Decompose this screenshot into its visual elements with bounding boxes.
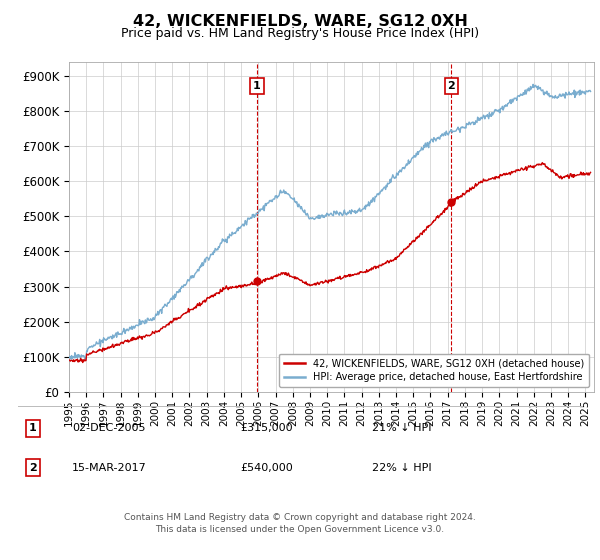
Text: 02-DEC-2005: 02-DEC-2005 [72, 423, 146, 433]
Text: Price paid vs. HM Land Registry's House Price Index (HPI): Price paid vs. HM Land Registry's House … [121, 27, 479, 40]
Text: 42, WICKENFIELDS, WARE, SG12 0XH: 42, WICKENFIELDS, WARE, SG12 0XH [133, 14, 467, 29]
Text: 21% ↓ HPI: 21% ↓ HPI [372, 423, 431, 433]
Text: £315,000: £315,000 [240, 423, 293, 433]
Text: £540,000: £540,000 [240, 463, 293, 473]
Text: 2: 2 [29, 463, 37, 473]
Text: Contains HM Land Registry data © Crown copyright and database right 2024.
This d: Contains HM Land Registry data © Crown c… [124, 513, 476, 534]
Legend: 42, WICKENFIELDS, WARE, SG12 0XH (detached house), HPI: Average price, detached : 42, WICKENFIELDS, WARE, SG12 0XH (detach… [279, 353, 589, 387]
Text: 22% ↓ HPI: 22% ↓ HPI [372, 463, 431, 473]
Text: 2: 2 [448, 81, 455, 91]
Text: 1: 1 [253, 81, 261, 91]
Text: 1: 1 [29, 423, 37, 433]
Text: 15-MAR-2017: 15-MAR-2017 [72, 463, 147, 473]
